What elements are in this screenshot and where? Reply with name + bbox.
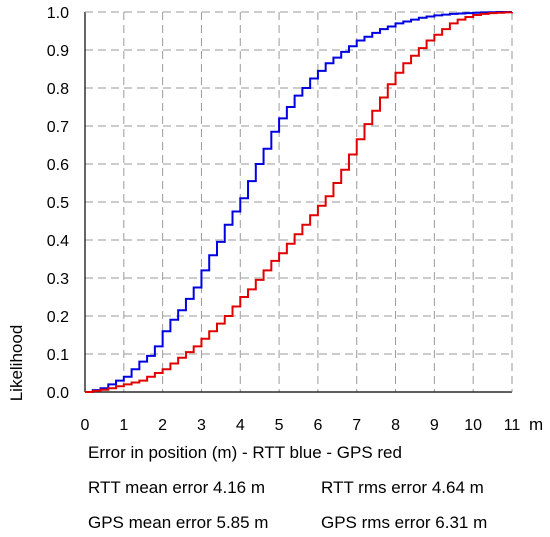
- x-tick-labels: 0 1 2 3 4 5 6 7 8 9 10 11: [81, 417, 521, 434]
- rtt-mean-error: RTT mean error 4.16 m: [88, 478, 265, 497]
- y-tick-label: 0.5: [47, 195, 69, 212]
- gps-mean-error: GPS mean error 5.85 m: [88, 513, 269, 532]
- grid-lines: [85, 12, 512, 392]
- x-tick-label: 6: [313, 417, 322, 434]
- cdf-chart: 0.0 0.1 0.2 0.3 0.4 0.5 0.6 0.7 0.8 0.9 1.0 0 1 2 3 4 5…: [7, 5, 543, 434]
- x-tick-label: 2: [158, 417, 167, 434]
- y-tick-label: 0.7: [47, 119, 69, 136]
- gps-rms-error: GPS rms error 6.31 m: [321, 513, 488, 532]
- y-tick-label: 0.0: [47, 385, 69, 402]
- y-tick-label: 0.3: [47, 271, 69, 288]
- x-unit-label: m: [529, 415, 543, 434]
- x-tick-label: 5: [275, 417, 284, 434]
- y-tick-labels: 0.0 0.1 0.2 0.3 0.4 0.5 0.6 0.7 0.8 0.9 1.0: [47, 5, 69, 402]
- x-tick-label: 11: [504, 417, 521, 434]
- x-tick-label: 9: [430, 417, 439, 434]
- x-tick-label: 1: [119, 417, 128, 434]
- y-tick-label: 0.8: [47, 81, 69, 98]
- rtt-cdf-line: [85, 11, 512, 393]
- y-tick-label: 0.6: [47, 157, 69, 174]
- y-tick-label: 1.0: [47, 5, 69, 22]
- y-tick-label: 0.9: [47, 43, 69, 60]
- x-tick-label: 10: [464, 417, 482, 434]
- x-tick-label: 8: [391, 417, 400, 434]
- rtt-rms-error: RTT rms error 4.64 m: [321, 478, 484, 497]
- x-tick-label: 3: [197, 417, 206, 434]
- x-tick-label: 4: [236, 417, 245, 434]
- x-tick-label: 7: [352, 417, 361, 434]
- x-tick-label: 0: [81, 417, 90, 434]
- series-lines: [85, 11, 513, 393]
- y-tick-label: 0.4: [47, 233, 69, 250]
- plot-frame: [84, 11, 513, 393]
- caption-axis-legend: Error in position (m) - RTT blue - GPS r…: [88, 443, 402, 462]
- y-axis-label: Likelihood: [7, 325, 26, 402]
- y-tick-label: 0.2: [47, 309, 69, 326]
- y-tick-label: 0.1: [47, 347, 69, 364]
- gps-cdf-line: [85, 11, 513, 393]
